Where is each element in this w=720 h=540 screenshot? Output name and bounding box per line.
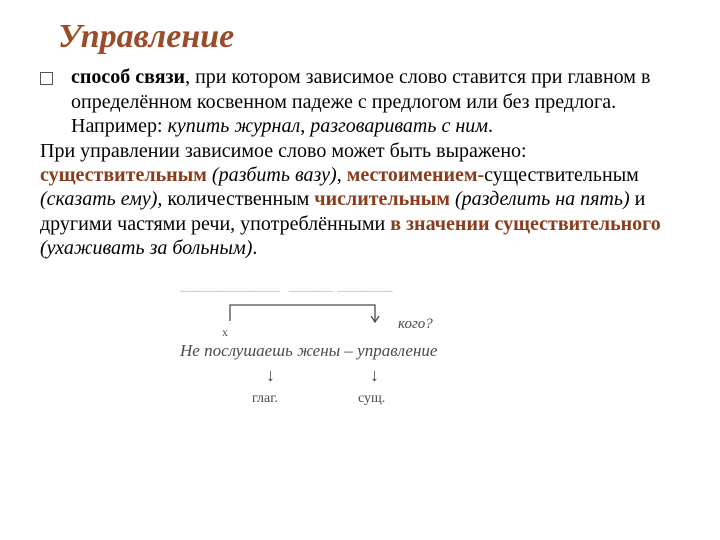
pos-label-noun: сущ. bbox=[358, 390, 385, 407]
text: , bbox=[300, 115, 310, 137]
example: (сказать ему), bbox=[40, 188, 162, 210]
diagram-faded-header: ───────── ──── ───── bbox=[180, 283, 540, 301]
highlight-term: в значении существительного bbox=[390, 213, 661, 235]
text: существительным bbox=[484, 164, 639, 186]
example: купить журнал bbox=[168, 115, 301, 137]
arrow-down-icon: ↓ bbox=[370, 366, 379, 384]
diagram-pos-row: глаг. сущ. bbox=[180, 390, 540, 410]
text: При управлении зависимое слово может быт… bbox=[40, 140, 527, 162]
pos-label-verb: глаг. bbox=[252, 390, 278, 407]
text: количественным bbox=[162, 188, 314, 210]
example: (разбить вазу), bbox=[207, 164, 347, 186]
diagram-x-mark: x bbox=[222, 325, 228, 340]
bullet-marker-icon bbox=[40, 72, 53, 85]
diagram-sentence-tail: – управление bbox=[340, 341, 437, 360]
diagram-arrow-row: ↓ ↓ bbox=[180, 362, 540, 390]
arrow-down-icon: ↓ bbox=[266, 366, 275, 384]
diagram-sentence-dependent: жены bbox=[297, 341, 340, 360]
slide-body: способ связи, при котором зависимое слов… bbox=[40, 65, 680, 409]
example: (ухаживать за больным) bbox=[40, 237, 252, 259]
paragraph-definition: способ связи, при котором зависимое слов… bbox=[71, 65, 680, 138]
text: . bbox=[488, 115, 493, 137]
diagram-bracket-area: x кого? bbox=[180, 301, 540, 341]
bracket-icon bbox=[180, 301, 540, 341]
diagram-sentence-head: Не послушаешь bbox=[180, 341, 297, 360]
lead-term: способ связи bbox=[71, 66, 185, 88]
diagram-sentence: Не послушаешь жены – управление bbox=[180, 341, 540, 362]
example: (разделить на пять) bbox=[450, 188, 630, 210]
highlight-term: существительным bbox=[40, 164, 207, 186]
slide: Управление способ связи, при котором зав… bbox=[0, 0, 720, 540]
diagram-question-label: кого? bbox=[398, 315, 433, 333]
text: . bbox=[252, 237, 257, 259]
highlight-term: местоимением- bbox=[347, 164, 484, 186]
highlight-term: числительным bbox=[314, 188, 450, 210]
paragraph-expression: При управлении зависимое слово может быт… bbox=[40, 139, 680, 261]
example: разговаривать с ним bbox=[310, 115, 488, 137]
bullet-item: способ связи, при котором зависимое слов… bbox=[40, 65, 680, 138]
slide-title: Управление bbox=[58, 18, 680, 55]
syntax-diagram: ───────── ──── ───── x кого? Не послушае… bbox=[180, 283, 540, 410]
